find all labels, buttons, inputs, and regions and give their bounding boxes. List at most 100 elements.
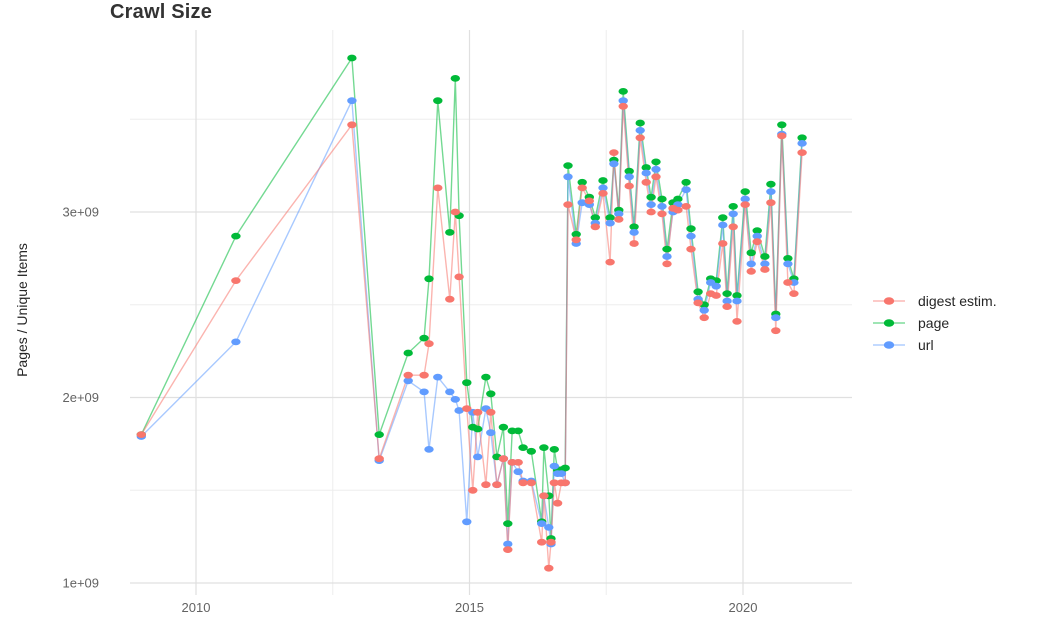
- data-point: [498, 423, 509, 431]
- data-point: [577, 199, 587, 207]
- data-point: [498, 455, 509, 463]
- data-point: [539, 444, 549, 451]
- x-tick-label: 2015: [455, 600, 484, 615]
- data-point: [518, 479, 528, 487]
- x-tick-label: 2020: [729, 600, 758, 615]
- data-point: [783, 279, 793, 286]
- data-point: [577, 184, 587, 192]
- data-point: [797, 134, 807, 142]
- data-point: [624, 173, 634, 181]
- data-point: [598, 190, 608, 197]
- data-point: [419, 388, 429, 396]
- data-point: [513, 427, 523, 435]
- data-point: [424, 340, 434, 348]
- data-point: [732, 318, 742, 325]
- data-point: [526, 447, 536, 455]
- data-point: [728, 203, 738, 210]
- data-point: [635, 119, 645, 127]
- series-points-url: [136, 97, 807, 548]
- data-point: [462, 379, 472, 387]
- data-point: [783, 260, 793, 268]
- data-point: [546, 538, 556, 546]
- data-point: [746, 249, 756, 257]
- data-point: [563, 173, 573, 181]
- data-point: [563, 201, 573, 209]
- data-point: [450, 208, 460, 216]
- data-point: [752, 238, 762, 246]
- series-points-page: [136, 54, 807, 542]
- gridlines-minor: [130, 30, 852, 595]
- data-point: [614, 210, 624, 218]
- data-point: [518, 444, 528, 451]
- chart-title: Crawl Size: [110, 1, 213, 23]
- data-point: [513, 468, 523, 476]
- data-point: [699, 306, 709, 314]
- data-point: [231, 338, 241, 346]
- data-point: [445, 229, 455, 236]
- data-point: [526, 479, 536, 487]
- data-point: [481, 373, 491, 381]
- data-point: [590, 223, 600, 231]
- data-point: [347, 121, 357, 129]
- data-point: [681, 178, 691, 186]
- data-point: [651, 158, 661, 166]
- data-point: [552, 499, 563, 507]
- data-point: [556, 470, 567, 477]
- data-point: [718, 214, 728, 222]
- axis-tick-labels: 2010 2015 2020 1e+09 2e+09 3e+09: [62, 205, 757, 616]
- data-point: [473, 408, 483, 416]
- data-point: [549, 462, 559, 470]
- data-point: [468, 486, 478, 494]
- data-point: [732, 292, 742, 299]
- data-point: [662, 260, 672, 268]
- data-point: [492, 481, 502, 489]
- data-point: [777, 132, 787, 140]
- data-point: [740, 195, 750, 203]
- data-point: [347, 54, 357, 62]
- data-point: [618, 97, 628, 105]
- data-point: [136, 431, 146, 438]
- data-point: [424, 275, 434, 283]
- data-point: [537, 520, 547, 527]
- data-point: [722, 297, 732, 305]
- legend-item-digest-estim: digest estim.: [872, 290, 997, 312]
- data-point: [537, 538, 547, 546]
- data-point: [718, 240, 728, 247]
- data-point: [760, 253, 770, 260]
- data-point: [513, 459, 523, 466]
- data-point: [605, 258, 615, 266]
- legend-key-digest-estim-icon: [873, 297, 905, 305]
- data-point: [584, 197, 594, 205]
- data-point: [450, 75, 460, 82]
- data-point: [609, 149, 619, 157]
- data-point: [571, 236, 581, 244]
- y-tick-label: 3e+09: [62, 205, 99, 220]
- data-point: [503, 540, 513, 548]
- data-point: [641, 164, 651, 171]
- data-point: [789, 290, 799, 297]
- data-point: [419, 334, 429, 342]
- data-point: [549, 479, 559, 487]
- data-point: [424, 446, 434, 453]
- data-point: [771, 314, 781, 322]
- data-point: [614, 216, 624, 223]
- data-point: [403, 349, 413, 357]
- legend-item-page: page: [872, 312, 997, 334]
- legend-label: url: [918, 337, 934, 353]
- data-point: [618, 102, 628, 110]
- data-point: [433, 373, 443, 381]
- data-point: [374, 431, 384, 438]
- data-point: [662, 253, 672, 260]
- data-point: [403, 371, 413, 379]
- data-point: [681, 186, 691, 194]
- data-point: [503, 546, 513, 553]
- data-point: [740, 201, 750, 209]
- data-point: [686, 232, 696, 240]
- legend: digest estim. page url: [872, 290, 997, 356]
- data-point: [454, 273, 464, 281]
- legend-label: digest estim.: [918, 293, 997, 309]
- data-point: [473, 425, 483, 433]
- data-point: [486, 429, 496, 437]
- data-point: [673, 206, 683, 214]
